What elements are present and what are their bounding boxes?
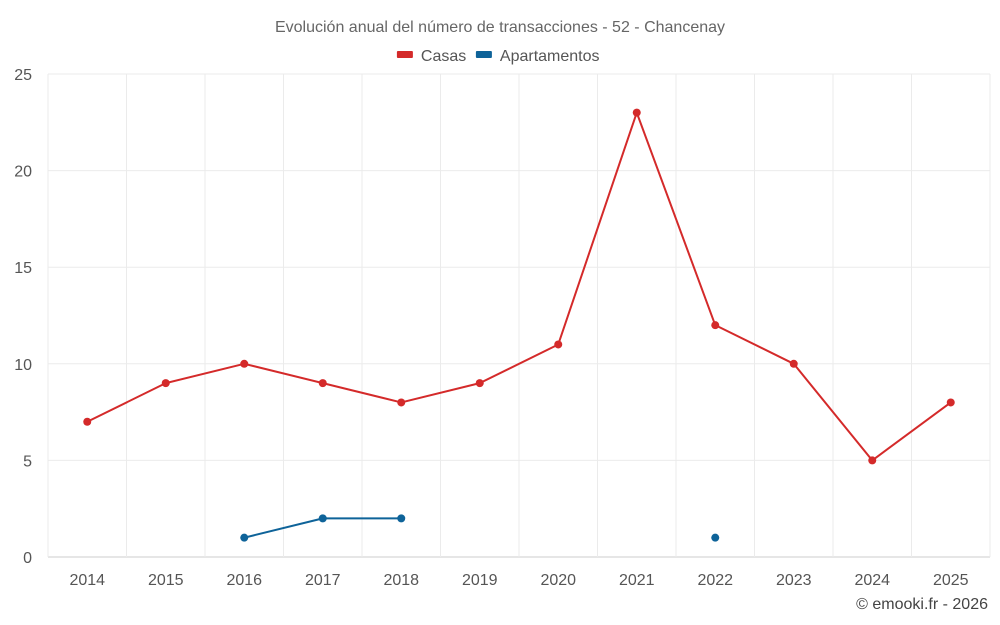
y-tick-label: 20 bbox=[14, 164, 32, 181]
legend-label[interactable]: Apartamentos bbox=[500, 48, 600, 65]
legend-label[interactable]: Casas bbox=[421, 48, 466, 65]
data-point[interactable] bbox=[397, 398, 406, 407]
x-tick-label: 2018 bbox=[383, 572, 419, 589]
x-tick-label: 2022 bbox=[697, 572, 733, 589]
chart-title: Evolución anual del número de transaccio… bbox=[275, 19, 725, 36]
y-tick-label: 0 bbox=[23, 550, 32, 567]
x-tick-label: 2019 bbox=[462, 572, 498, 589]
data-point[interactable] bbox=[318, 379, 327, 388]
x-tick-label: 2024 bbox=[854, 572, 890, 589]
data-point[interactable] bbox=[946, 398, 955, 407]
y-tick-label: 10 bbox=[14, 357, 32, 374]
series-casas bbox=[83, 108, 955, 465]
credit-text: © emooki.fr - 2026 bbox=[856, 596, 988, 613]
data-point[interactable] bbox=[240, 359, 249, 368]
x-axis: 2014 2015 2016 2017 2018 2019 2020 2021 2022 2023… bbox=[69, 572, 968, 589]
data-point[interactable] bbox=[318, 514, 327, 523]
x-tick-label: 2020 bbox=[540, 572, 576, 589]
series-group bbox=[83, 108, 955, 542]
x-tick-label: 2015 bbox=[148, 572, 184, 589]
data-point[interactable] bbox=[161, 379, 170, 388]
data-point[interactable] bbox=[83, 417, 92, 426]
data-point[interactable] bbox=[711, 321, 720, 330]
data-point[interactable] bbox=[397, 514, 406, 523]
data-point[interactable] bbox=[475, 379, 484, 388]
legend-swatch bbox=[475, 51, 492, 58]
data-point[interactable] bbox=[240, 533, 249, 542]
x-tick-label: 2021 bbox=[619, 572, 655, 589]
data-point[interactable] bbox=[632, 108, 641, 117]
data-point[interactable] bbox=[711, 533, 720, 542]
x-tick-label: 2014 bbox=[69, 572, 105, 589]
legend: Casas Apartamentos bbox=[396, 48, 600, 65]
series-apartamentos bbox=[240, 514, 720, 542]
y-tick-label: 15 bbox=[14, 260, 32, 277]
y-tick-label: 5 bbox=[23, 453, 32, 470]
x-tick-label: 2025 bbox=[933, 572, 969, 589]
series-line bbox=[86, 111, 952, 462]
data-point[interactable] bbox=[868, 456, 877, 465]
data-point[interactable] bbox=[554, 340, 563, 349]
x-tick-label: 2023 bbox=[776, 572, 812, 589]
grid bbox=[47, 73, 991, 558]
y-tick-label: 25 bbox=[14, 67, 32, 84]
y-axis: 0 5 10 15 20 25 bbox=[14, 67, 32, 567]
x-tick-label: 2016 bbox=[226, 572, 262, 589]
data-point[interactable] bbox=[789, 359, 798, 368]
legend-swatch bbox=[396, 51, 413, 58]
x-tick-label: 2017 bbox=[305, 572, 341, 589]
